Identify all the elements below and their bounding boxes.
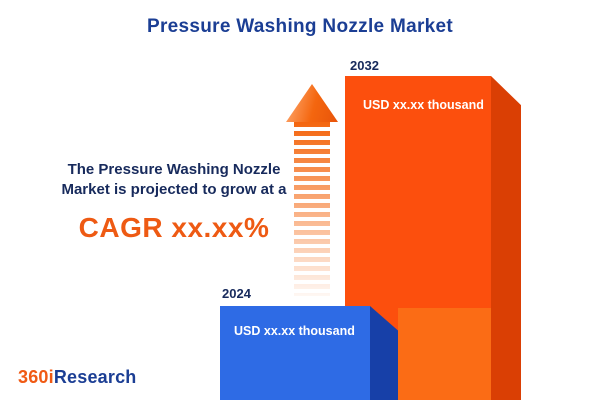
bar-2032-value: USD xx.xx thousand [363,98,484,112]
page-title: Pressure Washing Nozzle Market [146,16,454,37]
bar-2024-front-face [220,306,370,400]
logo-prefix: 360i [18,367,54,387]
bar-2024-value: USD xx.xx thousand [234,324,355,338]
annotation-line-2: Market is projected to grow at a [61,181,287,199]
bar-2024: USD xx.xx thousand [220,306,398,400]
growth-arrow-icon [286,84,338,296]
bar-2032-lower-shade [398,308,491,400]
cagr-value: CAGR xx.xx% [78,211,270,243]
bar-label-2024: 2024 [222,286,251,301]
bar-label-2032: 2032 [350,58,379,73]
bar-2032-side-face [491,76,521,400]
logo-suffix: Research [53,367,137,387]
bar-2024-side-face [370,306,398,400]
arrow-head-icon [286,84,338,122]
arrow-striped-shaft [294,122,330,296]
annotation-line-1: The Pressure Washing Nozzle [67,161,281,178]
annotation-text: The Pressure Washing Nozzle Market is pr… [28,160,320,246]
brand-logo: 360iResearch [18,367,137,388]
